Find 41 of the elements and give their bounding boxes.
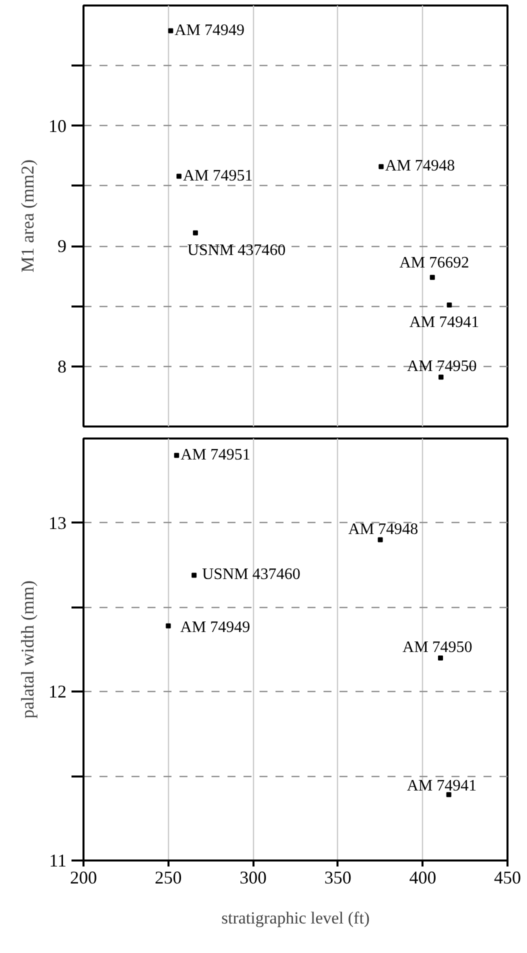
- annotation: AM 74949: [174, 22, 244, 39]
- annotation: AM 74951: [182, 167, 253, 184]
- annotation: AM 74948: [385, 158, 455, 175]
- annotation: AM 74950: [402, 638, 472, 656]
- point: [176, 174, 182, 179]
- y-tick-label: 13: [48, 512, 66, 533]
- x-tick-label: 450: [494, 868, 521, 888]
- annotation: AM 74950: [407, 358, 477, 376]
- annotation: AM 76692: [399, 254, 470, 272]
- annotation: AM 74941: [406, 778, 477, 795]
- y-axis-title: palatal width (mm): [18, 580, 38, 718]
- point: [438, 655, 444, 660]
- annotation: USNM 437460: [187, 242, 286, 259]
- point: [174, 452, 180, 458]
- y-tick-label: 8: [58, 356, 66, 376]
- point: [168, 28, 174, 34]
- y-tick-label: 9: [58, 236, 66, 256]
- point: [446, 792, 452, 798]
- y-axis-title: M1 area (mm2): [18, 160, 38, 272]
- x-tick-label: 250: [154, 868, 182, 888]
- point: [378, 537, 383, 542]
- x-tick-label: 400: [409, 868, 436, 888]
- x-tick-label: 200: [70, 868, 97, 888]
- x-tick-label: 300: [240, 868, 267, 888]
- y-tick-label: 10: [48, 116, 66, 136]
- annotation: AM 74951: [180, 446, 250, 464]
- x-tick-label: 350: [324, 868, 352, 888]
- point: [166, 623, 171, 628]
- y-tick-label: 11: [49, 850, 67, 870]
- point: [446, 302, 452, 308]
- annotation: USNM 437460: [202, 566, 300, 584]
- annotation: AM 74948: [348, 520, 418, 538]
- x-axis-title: stratigraphic level (ft): [221, 908, 370, 928]
- point: [192, 572, 197, 578]
- point: [378, 164, 384, 170]
- point: [192, 230, 198, 236]
- annotation: AM 74949: [180, 618, 250, 636]
- y-tick-label: 12: [48, 682, 66, 702]
- point: [430, 274, 435, 280]
- point: [438, 374, 444, 380]
- annotation: AM 74941: [409, 314, 480, 332]
